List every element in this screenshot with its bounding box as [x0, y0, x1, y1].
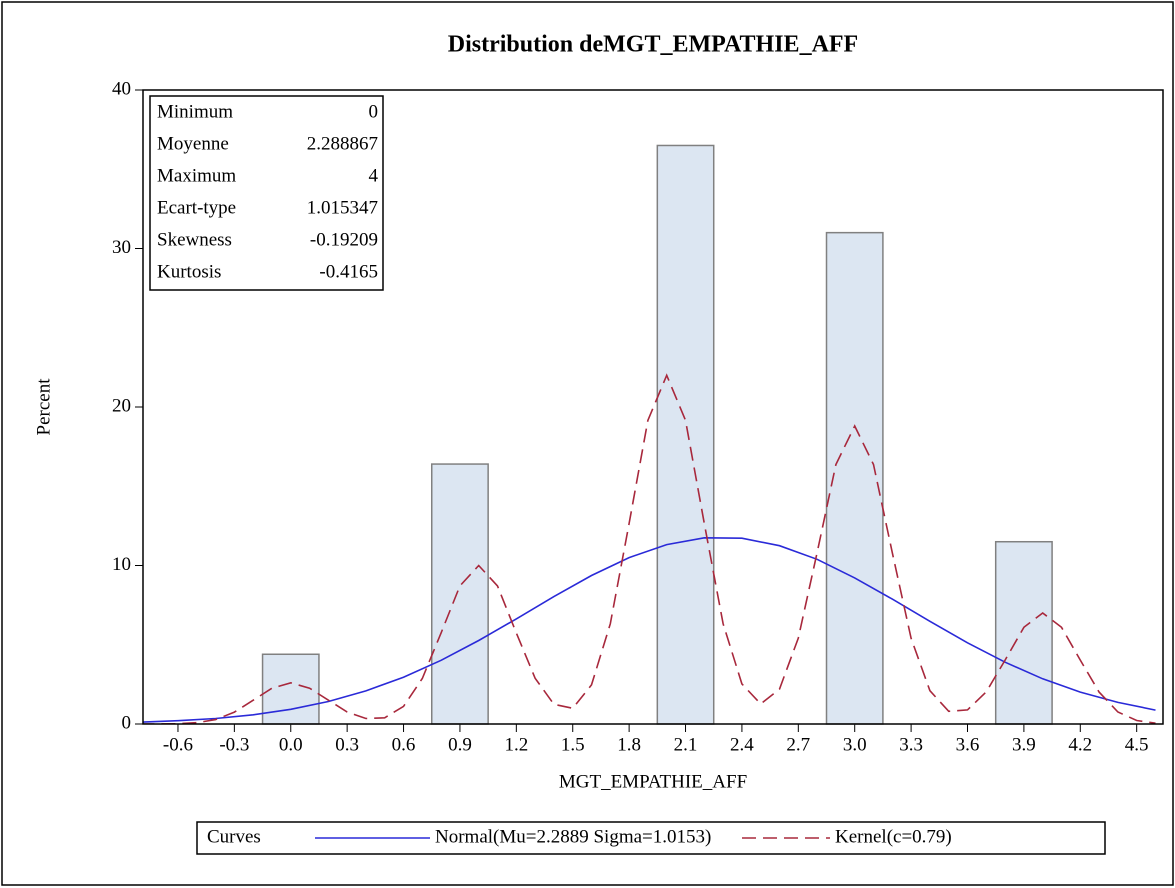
legend-label: Normal(Mu=2.2889 Sigma=1.0153) [435, 826, 711, 847]
bar [994, 540, 1053, 725]
stats-label: Minimum [157, 101, 233, 122]
x-tick-label: 1.5 [561, 734, 585, 755]
x-axis-label: MGT_EMPATHIE_AFF [559, 771, 747, 792]
x-tick-label: 4.5 [1125, 734, 1149, 755]
x-tick-label: -0.3 [219, 734, 249, 755]
bar [656, 144, 715, 725]
stats-label: Maximum [157, 165, 236, 186]
stats-label: Skewness [157, 229, 232, 250]
stats-label: Ecart-type [157, 197, 236, 218]
x-tick-label: 1.8 [617, 734, 641, 755]
y-tick-label: 20 [112, 395, 131, 416]
x-tick-label: 0.9 [448, 734, 472, 755]
x-tick-label: 3.0 [843, 734, 867, 755]
y-tick-label: 30 [112, 237, 131, 258]
y-tick-label: 10 [112, 554, 131, 575]
stats-box [149, 95, 384, 291]
y-axis-label: Percent [33, 378, 54, 436]
x-tick-label: 0.3 [335, 734, 359, 755]
x-tick-label: 3.6 [956, 734, 980, 755]
stats-value: 2.288867 [307, 133, 378, 154]
curve [143, 536, 1156, 723]
stats-value: -0.4165 [319, 261, 378, 282]
bar [825, 231, 884, 725]
legend-title: Curves [207, 826, 261, 847]
bar [430, 463, 489, 725]
x-tick-label: 2.7 [786, 734, 810, 755]
x-tick-label: -0.6 [163, 734, 193, 755]
curve [143, 373, 1156, 724]
stats-label: Moyenne [157, 133, 229, 154]
stats-value: 4 [369, 165, 379, 186]
x-tick-label: 0.0 [279, 734, 303, 755]
x-tick-label: 1.2 [504, 734, 528, 755]
y-tick-label: 0 [122, 712, 132, 733]
x-tick-label: 2.4 [730, 734, 754, 755]
x-tick-label: 2.1 [674, 734, 698, 755]
chart-title: Distribution deMGT_EMPATHIE_AFF [448, 32, 858, 58]
x-tick-label: 3.9 [1012, 734, 1036, 755]
stats-label: Kurtosis [157, 261, 221, 282]
stats-value: 1.015347 [307, 197, 378, 218]
x-tick-label: 0.6 [392, 734, 416, 755]
legend-label: Kernel(c=0.79) [835, 826, 952, 847]
y-tick-label: 40 [112, 78, 131, 99]
stats-value: -0.19209 [310, 229, 378, 250]
plot-frame [142, 89, 1164, 725]
x-tick-label: 3.3 [899, 734, 923, 755]
x-tick-label: 4.2 [1068, 734, 1092, 755]
curves [143, 373, 1156, 724]
stats-value: 0 [369, 101, 379, 122]
